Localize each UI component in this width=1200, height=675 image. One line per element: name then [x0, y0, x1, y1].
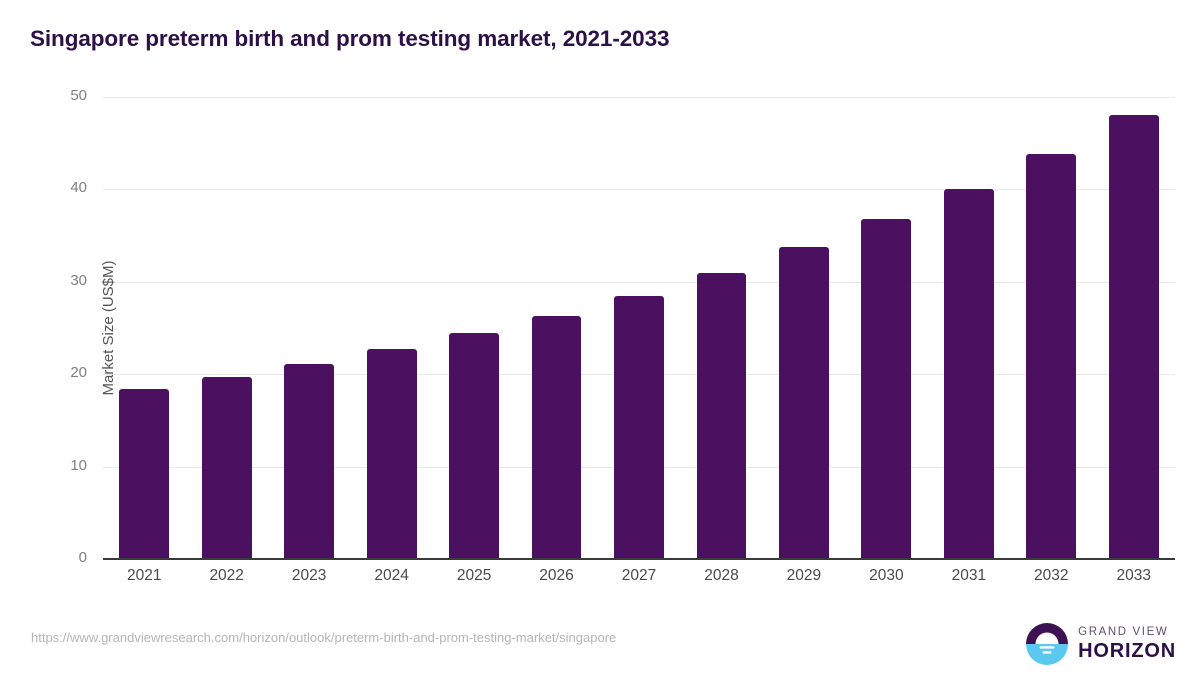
- x-axis-tick-label: 2032: [1034, 567, 1069, 584]
- bar[interactable]: [943, 189, 994, 559]
- plot-area: Market Size (US$M) 0 10 20 30 40 50 2021 2022 2…: [70, 87, 1175, 584]
- y-axis-title: Market Size (US$M): [100, 260, 118, 396]
- x-axis-tick-label: 2021: [126, 567, 162, 584]
- y-axis-tick-label: 50: [70, 87, 87, 104]
- x-axis-tick-label: 2022: [209, 567, 244, 584]
- gridline: [103, 97, 1175, 98]
- x-axis-tick-label: 2027: [621, 567, 657, 584]
- source-url[interactable]: https://www.grandviewresearch.com/horizo…: [31, 630, 617, 645]
- x-axis-tick-label: 2029: [786, 567, 822, 584]
- logo-line-grand-view: GRAND VIEW: [1078, 625, 1169, 638]
- y-axis-tick-label: 30: [70, 271, 87, 289]
- bar[interactable]: [531, 316, 582, 559]
- grand-view-horizon-logo[interactable]: GRAND VIEW HORIZON: [1025, 620, 1176, 668]
- x-axis-line: [103, 558, 1175, 560]
- bar[interactable]: [284, 364, 335, 559]
- bar[interactable]: [366, 349, 417, 559]
- bar[interactable]: [614, 295, 664, 559]
- x-axis-tick-label: 2026: [539, 567, 574, 584]
- bar[interactable]: [1026, 154, 1077, 559]
- bar[interactable]: [201, 376, 252, 559]
- gridline: [103, 189, 1175, 191]
- y-axis-tick-label: 0: [78, 549, 87, 566]
- horizon-logo-icon: [1026, 623, 1069, 665]
- y-axis-tick-label: 40: [70, 179, 87, 197]
- x-axis-tick-label: 2031: [951, 567, 987, 584]
- bar[interactable]: [696, 272, 747, 559]
- x-axis-tick-label: 2033: [1116, 567, 1151, 584]
- bar[interactable]: [119, 388, 170, 559]
- bar[interactable]: [449, 332, 499, 559]
- gridline: [103, 281, 1175, 283]
- x-axis-tick-label: 2028: [704, 567, 739, 584]
- logo-wordmark: GRAND VIEW HORIZON: [1078, 625, 1176, 663]
- x-axis-tick-label: 2024: [374, 567, 409, 584]
- x-axis-tick-label: 2025: [456, 567, 492, 584]
- page-title: Singapore preterm birth and prom testing…: [30, 26, 670, 51]
- bar[interactable]: [1108, 114, 1159, 559]
- x-axis-tick-label: 2030: [869, 567, 904, 584]
- y-axis-tick-label: 10: [70, 456, 87, 474]
- bar[interactable]: [778, 246, 829, 559]
- bar[interactable]: [861, 218, 912, 559]
- x-axis-tick-label: 2023: [291, 567, 327, 584]
- logo-line-horizon: HORIZON: [1078, 640, 1176, 663]
- y-axis-tick-label: 20: [70, 364, 87, 382]
